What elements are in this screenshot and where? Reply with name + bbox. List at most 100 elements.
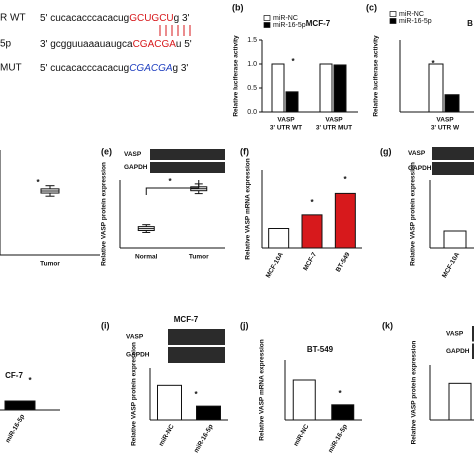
bar bbox=[333, 64, 347, 113]
x-tick-label: miR-16-5p bbox=[4, 413, 26, 444]
chart-panel: (k) Relative VASP protein expression VASP G… bbox=[382, 320, 474, 444]
chart-panel: (i) MCF-7 Relative VASP protein expression… bbox=[101, 315, 228, 454]
blot-band bbox=[150, 162, 225, 173]
legend-swatch bbox=[389, 11, 397, 17]
chart-title: B bbox=[467, 19, 473, 28]
chart-title: MCF-7 bbox=[174, 315, 199, 324]
bar bbox=[443, 230, 467, 249]
y-axis-label: Relative VASP protein expression bbox=[101, 162, 108, 266]
bar bbox=[157, 384, 182, 421]
blot-label: GAPDH bbox=[446, 348, 470, 355]
x-tick-label: VASP bbox=[325, 117, 343, 124]
sequence-block: R WT 5' cucacacccacacugGCUGCUg 3' 5p 3' … bbox=[0, 13, 192, 74]
significance-mark: * bbox=[291, 57, 295, 66]
blot-label: GAPDH bbox=[408, 165, 432, 172]
significance-mark: * bbox=[310, 198, 314, 207]
seq-label: 5p bbox=[0, 39, 12, 50]
significance-mark: * bbox=[168, 177, 172, 186]
bar bbox=[331, 404, 355, 421]
significance-mark: * bbox=[338, 389, 342, 398]
blot-band bbox=[168, 347, 225, 363]
seq-head: 5' cucacacccacacug bbox=[40, 13, 129, 24]
bar bbox=[301, 214, 323, 249]
bar bbox=[448, 382, 472, 421]
bar bbox=[268, 228, 290, 249]
blot-band bbox=[472, 326, 474, 342]
chart-panel: (g) Relative VASP protein expression VASP G… bbox=[380, 146, 474, 279]
bar bbox=[444, 94, 460, 113]
x-tick-label: Tumor bbox=[189, 254, 209, 261]
legend-swatch bbox=[263, 15, 271, 21]
bar bbox=[428, 63, 444, 113]
y-tick-label: 0.5 bbox=[247, 85, 257, 92]
blot-label: VASP bbox=[446, 330, 464, 337]
panel-label: (k) bbox=[382, 320, 393, 330]
significance-mark: * bbox=[431, 59, 435, 68]
legend-label: miR-NC bbox=[399, 11, 424, 18]
x-tick-label: BT-549 bbox=[335, 251, 352, 273]
blot-band bbox=[432, 147, 474, 160]
blot-label: GAPDH bbox=[124, 164, 148, 171]
y-tick-label: 1.5 bbox=[247, 37, 257, 44]
significance-bracket bbox=[145, 180, 200, 195]
panel-label: (g) bbox=[380, 146, 392, 156]
seq-site: CGACGA bbox=[129, 63, 173, 74]
x-tick-label: 3' UTR WT bbox=[270, 125, 302, 132]
seq-head: 5' cucacacccacacug bbox=[40, 63, 129, 74]
chart-title: BT-549 bbox=[307, 345, 334, 354]
panel-label: (e) bbox=[101, 146, 112, 156]
seq-tail: u 5' bbox=[176, 39, 192, 50]
y-axis-label: Relative luciferase activity bbox=[373, 35, 380, 117]
blot-band bbox=[150, 149, 225, 160]
panel-label: (j) bbox=[240, 320, 249, 330]
y-axis-label: Relative VASP mRNA expression bbox=[245, 158, 252, 259]
x-tick-label: MCF-10A bbox=[441, 251, 461, 279]
x-tick-label: MCF-10A bbox=[265, 251, 285, 279]
y-tick-label: 0.0 bbox=[247, 109, 257, 116]
panel-label: (i) bbox=[101, 320, 110, 330]
legend-label: miR-16-5p bbox=[273, 22, 306, 29]
seq-tail: g 3' bbox=[174, 13, 190, 24]
y-tick-label: 1.0 bbox=[247, 61, 257, 68]
x-tick-label: 3' UTR W bbox=[431, 125, 460, 132]
bar bbox=[196, 405, 221, 421]
y-axis-label: Relative luciferase activity bbox=[233, 35, 240, 117]
x-tick-label: 3' UTR MUT bbox=[316, 125, 352, 132]
y-axis-label: Relative VASP protein expression bbox=[131, 342, 138, 446]
y-axis-label: Relative VASP mRNA expression bbox=[259, 339, 266, 440]
blot-band bbox=[432, 162, 474, 175]
significance-mark: * bbox=[36, 178, 40, 187]
seq-label: R WT bbox=[0, 13, 26, 24]
y-axis-label: Relative VASP protein expression bbox=[411, 341, 418, 445]
bar bbox=[271, 63, 285, 113]
bar bbox=[285, 91, 299, 113]
bar bbox=[292, 379, 316, 421]
significance-mark: * bbox=[194, 390, 198, 399]
chart-panel: (b) MCF-7 Relative luciferase activity 0.0 0… bbox=[232, 2, 358, 132]
x-tick-label: miR-16-5p bbox=[327, 423, 349, 454]
chart-panel: Tumor * bbox=[0, 150, 100, 268]
blot-label: VASP bbox=[408, 150, 426, 157]
seq-line: 3' gcgguuaaauaugcaCGACGAu 5' bbox=[40, 39, 192, 50]
seq-head: 3' gcgguuaaauaugca bbox=[40, 39, 133, 50]
x-tick-label: VASP bbox=[436, 117, 454, 124]
chart-title: MCF-7 bbox=[306, 19, 331, 28]
blot-band bbox=[472, 343, 474, 359]
x-tick-label: MCF-7 bbox=[302, 251, 318, 272]
x-tick-label: miR-16-5p bbox=[193, 423, 215, 454]
blot-band bbox=[168, 329, 225, 345]
seq-site: CGACGA bbox=[133, 39, 177, 50]
legend-label: miR-NC bbox=[273, 15, 298, 22]
blot-label: GAPDH bbox=[126, 352, 150, 359]
significance-mark: * bbox=[343, 175, 347, 184]
seq-label: MUT bbox=[0, 63, 22, 74]
chart-title: CF-7 bbox=[5, 371, 23, 380]
panel-label: (b) bbox=[232, 2, 244, 12]
chart-panel: (e) Relative VASP protein expression VASP G… bbox=[101, 146, 225, 266]
chart-panel: CF-7 miR-16-5p * bbox=[0, 371, 60, 444]
x-tick-label: miR-NC bbox=[158, 423, 176, 447]
x-tick-label: VASP bbox=[277, 117, 295, 124]
x-tick-label: miR-NC bbox=[292, 423, 310, 447]
bar bbox=[319, 63, 333, 113]
